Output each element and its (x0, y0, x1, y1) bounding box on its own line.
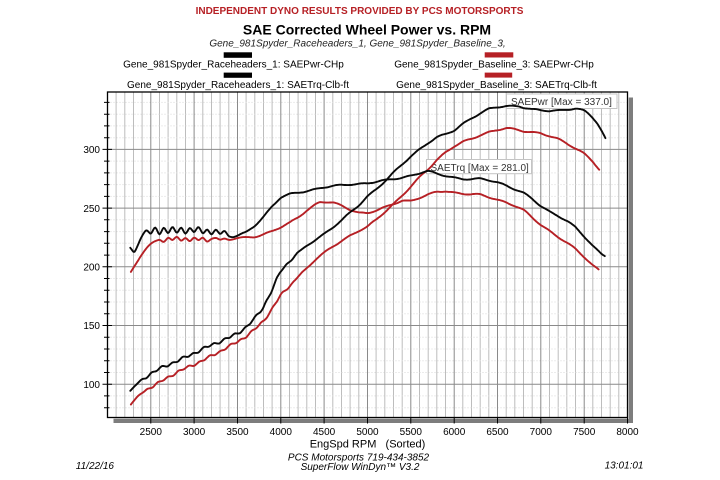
svg-text:EngSpd RPM (Sorted): EngSpd RPM (Sorted) (310, 439, 426, 451)
svg-text:200: 200 (83, 263, 100, 274)
svg-text:7000: 7000 (530, 427, 553, 438)
svg-text:SuperFlow WinDyn™ V3.2: SuperFlow WinDyn™ V3.2 (301, 462, 420, 473)
svg-text:SAETrq [Max = 281.0]: SAETrq [Max = 281.0] (431, 163, 530, 174)
svg-text:4000: 4000 (270, 427, 293, 438)
svg-text:8000: 8000 (616, 427, 639, 438)
svg-text:5500: 5500 (400, 427, 423, 438)
svg-text:5000: 5000 (356, 427, 379, 438)
svg-text:2500: 2500 (140, 427, 163, 438)
svg-text:Gene_981Spyder_Raceheaders_1:: Gene_981Spyder_Raceheaders_1: SAETrq-Clb… (127, 80, 349, 91)
svg-text:7500: 7500 (573, 427, 596, 438)
svg-text:Gene_981Spyder_Raceheaders_1,: Gene_981Spyder_Raceheaders_1, Gene_981Sp… (209, 39, 505, 50)
svg-text:3000: 3000 (183, 427, 206, 438)
svg-text:300: 300 (83, 145, 100, 156)
svg-text:13:01:01: 13:01:01 (605, 460, 644, 471)
svg-text:Gene_981Spyder_Baseline_3: SAE: Gene_981Spyder_Baseline_3: SAEPwr-CHp (394, 60, 594, 71)
svg-text:100: 100 (83, 380, 100, 391)
svg-text:SAEPwr [Max = 337.0]: SAEPwr [Max = 337.0] (511, 97, 612, 108)
svg-text:250: 250 (83, 204, 100, 215)
svg-text:150: 150 (83, 321, 100, 332)
svg-text:INDEPENDENT DYNO RESULTS PROVI: INDEPENDENT DYNO RESULTS PROVIDED BY PCS… (196, 6, 524, 17)
svg-text:Gene_981Spyder_Raceheaders_1:: Gene_981Spyder_Raceheaders_1: SAEPwr-CHp (123, 60, 344, 71)
svg-text:6500: 6500 (486, 427, 509, 438)
svg-text:3500: 3500 (226, 427, 249, 438)
svg-text:PCS Motorsports 719-434-3852: PCS Motorsports 719-434-3852 (288, 453, 430, 464)
svg-text:11/22/16: 11/22/16 (76, 461, 115, 472)
svg-text:SAE Corrected Wheel Power vs.: SAE Corrected Wheel Power vs. RPM (243, 22, 491, 38)
svg-text:6000: 6000 (443, 427, 466, 438)
svg-text:4500: 4500 (313, 427, 336, 438)
svg-text:Gene_981Spyder_Baseline_3: SAE: Gene_981Spyder_Baseline_3: SAETrq-Clb-ft (396, 80, 597, 91)
